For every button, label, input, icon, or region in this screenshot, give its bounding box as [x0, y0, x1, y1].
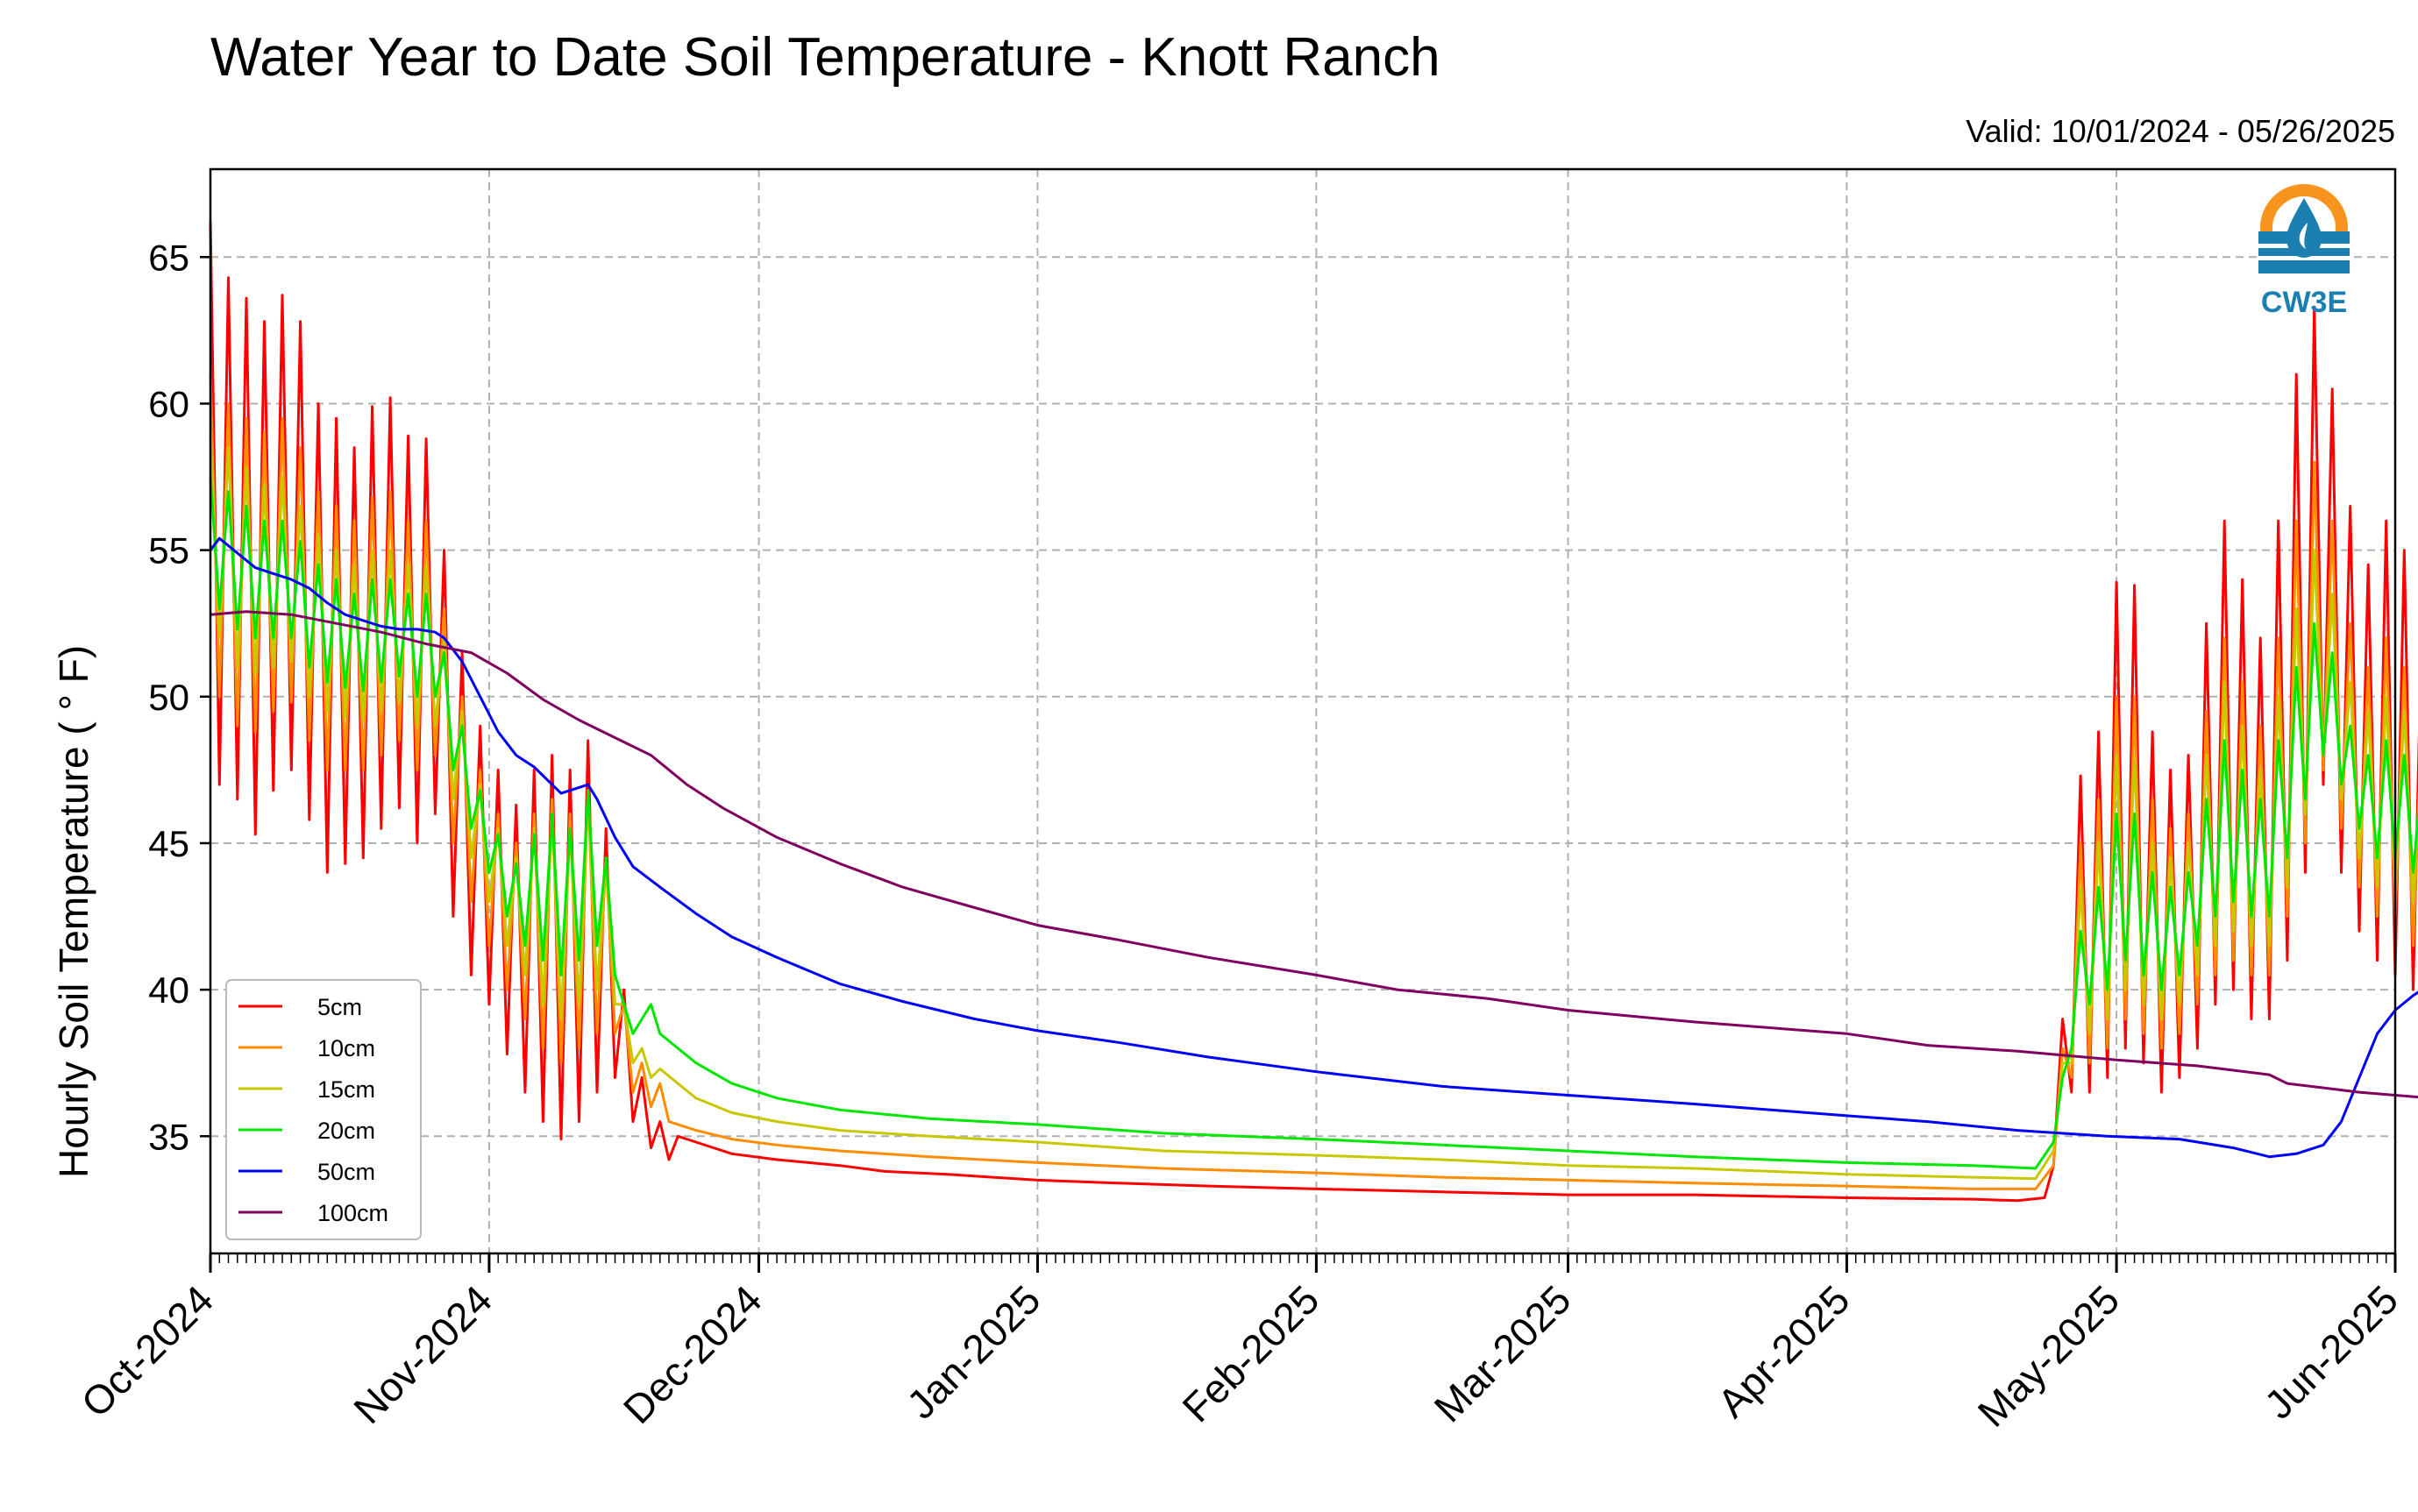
legend-label-5cm: 5cm — [317, 994, 362, 1020]
plot-frame — [209, 167, 2397, 1255]
series-line-5cm — [209, 222, 2418, 1203]
cw3e-logo: CW3E — [2258, 184, 2350, 319]
y-tick-label: 40 — [148, 969, 189, 1011]
y-tick-label: 60 — [148, 383, 189, 424]
series-lines — [209, 222, 2418, 1203]
x-minor-ticks — [210, 1253, 2396, 1263]
y-axis-ticks: 35 40 45 50 55 60 65 — [148, 237, 210, 1157]
logo-text: CW3E — [2261, 286, 2347, 319]
chart-subtitle: Valid: 10/01/2024 - 05/26/2025 — [1966, 113, 2395, 149]
y-tick-label: 55 — [148, 530, 189, 571]
legend-label-50cm: 50cm — [317, 1159, 375, 1185]
legend-label-10cm: 10cm — [317, 1035, 375, 1061]
series-line-20cm — [209, 476, 2418, 1170]
y-tick-label: 35 — [148, 1116, 189, 1157]
chart-legend: 5cm 10cm 15cm 20cm 50cm 100cm — [225, 979, 422, 1240]
y-tick-label: 45 — [148, 823, 189, 864]
legend-box — [225, 979, 422, 1240]
legend-label-20cm: 20cm — [317, 1118, 375, 1144]
y-tick-label: 65 — [148, 237, 189, 278]
series-line-100cm — [210, 610, 2418, 1099]
y-tick-label: 50 — [148, 677, 189, 718]
legend-label-100cm: 100cm — [317, 1200, 388, 1226]
series-line-50cm — [209, 536, 2418, 1159]
legend-label-15cm: 15cm — [317, 1076, 375, 1103]
chart-title: Water Year to Date Soil Temperature - Kn… — [210, 27, 1440, 88]
y-axis-label: Hourly Soil Temperature ( ° F) — [51, 645, 96, 1178]
